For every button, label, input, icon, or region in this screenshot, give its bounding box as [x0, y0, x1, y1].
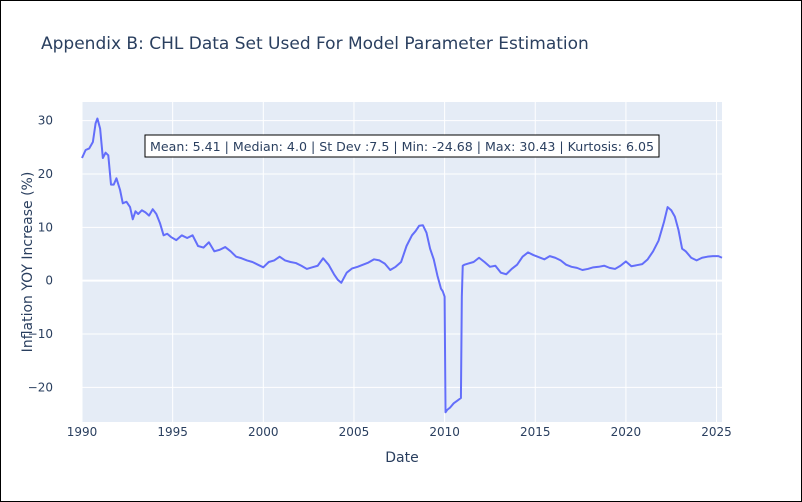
- x-tick-label: 2010: [429, 425, 460, 439]
- series-layer: [81, 117, 723, 414]
- y-tick-label: −10: [28, 327, 53, 341]
- chart-title: Appendix B: CHL Data Set Used For Model …: [41, 34, 589, 54]
- y-tick-label: −20: [28, 380, 53, 394]
- x-tick-label: 2005: [339, 425, 370, 439]
- y-tick-labels: −20 −10 0 10 20 30: [28, 114, 53, 395]
- x-tick-label: 1990: [67, 425, 98, 439]
- x-tick-label: 2015: [520, 425, 551, 439]
- stats-annotation-box: [144, 134, 660, 158]
- series-line: [81, 117, 723, 414]
- y-tick-label: 20: [38, 167, 53, 181]
- x-axis-label: Date: [385, 450, 418, 466]
- x-tick-labels: 1990 1995 2000 2005 2010 2015 2020 2025: [67, 425, 732, 439]
- x-tick-label: 2020: [611, 425, 642, 439]
- y-axis-label: Inflation YOY Increase (%): [20, 172, 36, 353]
- x-tick-label: 1995: [157, 425, 188, 439]
- y-gridlines: [82, 120, 722, 388]
- y-tick-label: 0: [45, 274, 53, 288]
- stats-annotation: Mean: 5.41 | Median: 4.0 | St Dev :7.5 |…: [150, 140, 654, 154]
- x-tick-label: 2000: [248, 425, 279, 439]
- x-tick-label: 2025: [701, 425, 732, 439]
- y-tick-label: 10: [38, 220, 53, 234]
- y-tick-label: 30: [38, 114, 53, 128]
